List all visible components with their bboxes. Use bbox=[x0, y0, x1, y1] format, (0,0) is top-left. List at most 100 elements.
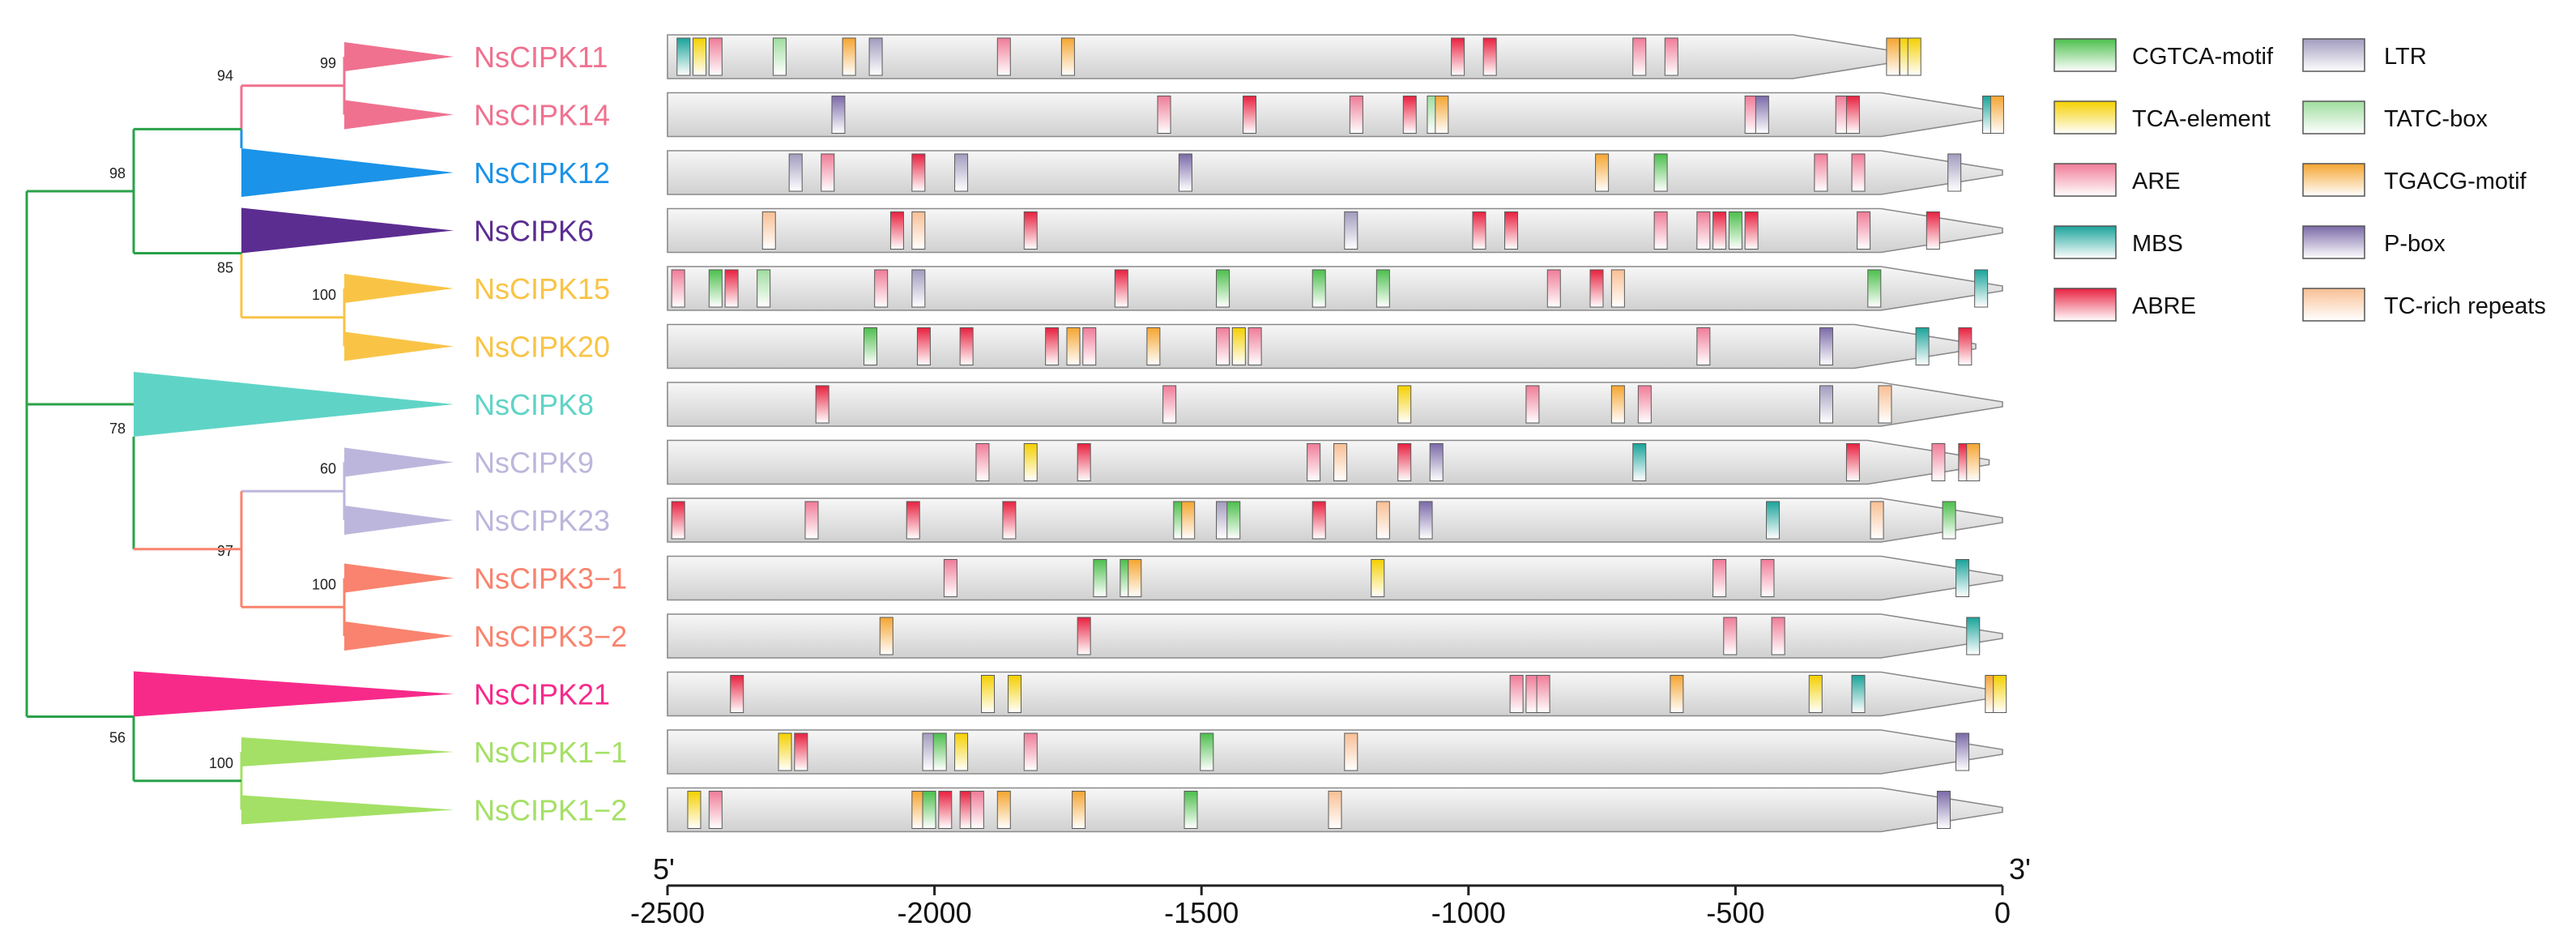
element-are bbox=[1082, 327, 1097, 365]
element-tc-rich-repeats bbox=[761, 211, 776, 250]
element-abre bbox=[889, 211, 904, 250]
element-cgtca-motif bbox=[1728, 211, 1742, 250]
element-ltr bbox=[788, 153, 803, 192]
element-are bbox=[1307, 443, 1321, 481]
element-abre bbox=[1926, 211, 1940, 250]
element-are bbox=[1509, 675, 1524, 713]
element-are bbox=[821, 153, 835, 192]
gene-label-nscipk20: NsCIPK20 bbox=[474, 331, 610, 364]
element-are bbox=[943, 559, 957, 597]
axis-tick-label: -2500 bbox=[630, 896, 705, 929]
element-are bbox=[970, 791, 984, 829]
element-p-box bbox=[831, 96, 846, 134]
element-abre bbox=[1077, 443, 1091, 481]
gene-label-nscipk3-1: NsCIPK3−1 bbox=[474, 562, 627, 596]
element-cgtca-motif bbox=[1375, 269, 1390, 308]
element-abre bbox=[730, 675, 744, 713]
promoter-bar-nscipk3-2 bbox=[667, 613, 2003, 659]
element-tca-element bbox=[981, 675, 996, 713]
element-tgacg-motif bbox=[1128, 559, 1142, 597]
element-tgacg-motif bbox=[1595, 153, 1610, 192]
element-tca-element bbox=[1808, 675, 1823, 713]
element-are bbox=[1157, 96, 1171, 134]
clade-nscipk20 bbox=[344, 331, 454, 361]
element-are bbox=[708, 791, 723, 829]
element-tgacg-motif bbox=[1966, 443, 1981, 481]
element-are bbox=[1696, 211, 1711, 250]
element-tgacg-motif bbox=[1610, 385, 1625, 424]
element-are bbox=[1712, 559, 1727, 597]
bootstrap-value: 94 bbox=[217, 67, 233, 83]
element-abre bbox=[1402, 96, 1417, 134]
legend-label-tatc-box: TATC-box bbox=[2384, 106, 2488, 132]
gene-label-nscipk15: NsCIPK15 bbox=[474, 272, 610, 305]
element-tgacg-motif bbox=[1435, 96, 1449, 134]
element-are bbox=[1696, 327, 1711, 365]
clade-nscipk21 bbox=[134, 671, 454, 717]
legend-swatch-tgacg-motif bbox=[2302, 163, 2365, 197]
element-abre bbox=[1077, 617, 1091, 655]
promoter-bar-nscipk12 bbox=[667, 150, 2003, 195]
promoter-bar-nscipk15 bbox=[667, 266, 2003, 311]
element-are bbox=[1247, 327, 1262, 365]
element-are bbox=[1664, 37, 1678, 76]
legend-swatch-ltr bbox=[2302, 38, 2365, 72]
clade-nscipk3-2 bbox=[344, 621, 454, 651]
element-cgtca-motif bbox=[1311, 269, 1326, 308]
element-ltr bbox=[868, 37, 883, 76]
element-abre bbox=[815, 385, 830, 424]
clade-nscipk11 bbox=[344, 42, 454, 71]
element-abre bbox=[1845, 96, 1860, 134]
bootstrap-value: 100 bbox=[312, 287, 336, 303]
element-abre bbox=[1311, 501, 1326, 540]
clade-nscipk23 bbox=[344, 506, 454, 535]
element-p-box bbox=[1936, 791, 1951, 829]
element-abre bbox=[906, 501, 920, 540]
element-cgtca-motif bbox=[708, 269, 723, 308]
element-abre bbox=[1451, 37, 1465, 76]
element-ltr bbox=[1819, 385, 1833, 424]
promoter-bar-nscipk20 bbox=[667, 323, 1977, 369]
element-abre bbox=[1114, 269, 1128, 308]
element-abre bbox=[916, 327, 931, 365]
bootstrap-value: 99 bbox=[320, 55, 336, 71]
legend-swatch-mbs bbox=[2054, 225, 2117, 259]
element-tca-element bbox=[1993, 675, 2007, 713]
element-mbs bbox=[1851, 675, 1866, 713]
element-tgacg-motif bbox=[879, 617, 893, 655]
element-tca-element bbox=[1907, 37, 1921, 76]
element-are bbox=[1536, 675, 1550, 713]
element-tc-rich-repeats bbox=[1375, 501, 1390, 540]
element-abre bbox=[1845, 443, 1860, 481]
phylogenetic-tree: 99 94 100 85 98 60 100 97 78 100 56 bbox=[25, 42, 454, 825]
legend-label-cgtca-motif: CGTCA-motif bbox=[2132, 44, 2274, 70]
element-tc-rich-repeats bbox=[1610, 269, 1625, 308]
clade-nscipk15 bbox=[344, 274, 454, 303]
element-are bbox=[975, 443, 990, 481]
gene-label-nscipk6: NsCIPK6 bbox=[474, 215, 594, 248]
element-ltr bbox=[954, 153, 969, 192]
axis-tick-label: -1500 bbox=[1164, 896, 1239, 929]
element-tatc-box bbox=[772, 37, 787, 76]
bootstrap-value: 78 bbox=[109, 421, 126, 437]
element-tca-element bbox=[1007, 675, 1021, 713]
axis-tick-label: -2000 bbox=[898, 896, 972, 929]
element-cgtca-motif bbox=[1867, 269, 1882, 308]
element-mbs bbox=[1966, 617, 1981, 655]
element-abre bbox=[1504, 211, 1519, 250]
clade-nscipk3-1 bbox=[344, 563, 454, 593]
element-p-box bbox=[1429, 443, 1444, 481]
element-abre bbox=[1023, 211, 1038, 250]
element-tca-element bbox=[1023, 443, 1038, 481]
gene-label-nscipk8: NsCIPK8 bbox=[474, 388, 594, 421]
promoter-bars bbox=[667, 34, 2007, 833]
element-tc-rich-repeats bbox=[1870, 501, 1884, 540]
element-tgacg-motif bbox=[1990, 96, 2004, 134]
clade-nscipk1-2 bbox=[241, 795, 454, 825]
legend-swatch-tc-rich-repeats bbox=[2302, 288, 2365, 322]
element-are bbox=[1162, 385, 1177, 424]
element-p-box bbox=[1418, 501, 1433, 540]
element-tc-rich-repeats bbox=[911, 211, 926, 250]
legend-label-p-box: P-box bbox=[2384, 231, 2446, 257]
